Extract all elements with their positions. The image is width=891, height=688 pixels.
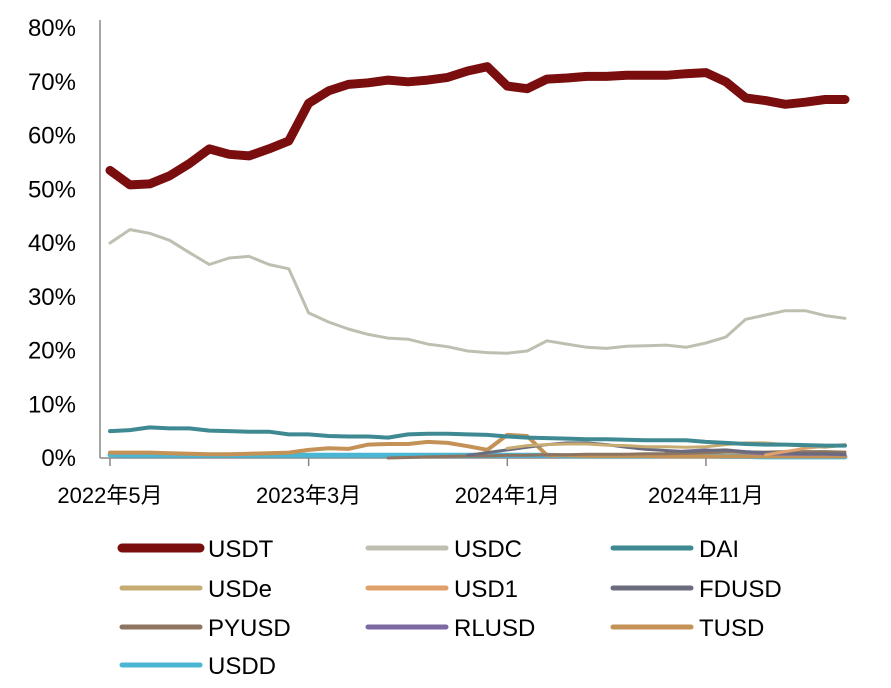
series-line-dai <box>108 425 847 448</box>
legend-label: RLUSD <box>454 615 535 642</box>
y-tick-label: 10% <box>28 391 76 418</box>
legend-item-usdt: USDT <box>117 536 274 563</box>
legend-item-usdd: USDD <box>119 653 276 680</box>
series-line-usdt <box>105 62 850 190</box>
y-tick-label: 80% <box>28 15 76 42</box>
y-tick-label: 20% <box>28 338 76 365</box>
legend-label: USDT <box>208 536 274 563</box>
legend-item-tusd: TUSD <box>610 615 764 642</box>
series-lines <box>105 62 850 460</box>
y-tick-label: 30% <box>28 284 76 311</box>
y-tick-label: 60% <box>28 123 76 150</box>
legend-label: USD1 <box>454 576 518 603</box>
legend-item-dai: DAI <box>610 536 739 563</box>
x-axis: 2022年5月 2023年3月 2024年1月 2024年11月 <box>57 457 845 508</box>
legend-label: USDD <box>208 653 276 680</box>
y-axis: 0% 10% 20% 30% 40% 50% 60% 70% 80% <box>28 15 101 472</box>
legend-item-pyusd: PYUSD <box>119 615 291 642</box>
legend: USDT USDC DAI USDe USD1 FDUSD PYUSD RLUSD TUSD US… <box>117 536 782 680</box>
legend-item-rlusd: RLUSD <box>365 615 535 642</box>
legend-label: TUSD <box>699 615 764 642</box>
legend-item-fdusd: FDUSD <box>610 576 782 603</box>
x-tick-label: 2022年5月 <box>57 483 162 508</box>
legend-label: USDe <box>208 576 272 603</box>
y-tick-label: 40% <box>28 230 76 257</box>
legend-label: FDUSD <box>699 576 782 603</box>
legend-label: PYUSD <box>208 615 291 642</box>
y-tick-label: 0% <box>41 445 76 472</box>
y-tick-label: 70% <box>28 69 76 96</box>
legend-item-usde: USDe <box>119 576 272 603</box>
legend-item-usd1: USD1 <box>365 576 518 603</box>
x-tick-label: 2023年3月 <box>256 483 361 508</box>
y-tick-label: 50% <box>28 176 76 203</box>
legend-label: DAI <box>699 536 739 563</box>
series-line-tusd <box>108 432 847 459</box>
x-tick-label: 2024年11月 <box>648 483 764 508</box>
legend-item-usdc: USDC <box>365 536 522 563</box>
series-line-usdc <box>108 228 847 355</box>
legend-label: USDC <box>454 536 522 563</box>
x-tick-label: 2024年1月 <box>455 483 560 508</box>
